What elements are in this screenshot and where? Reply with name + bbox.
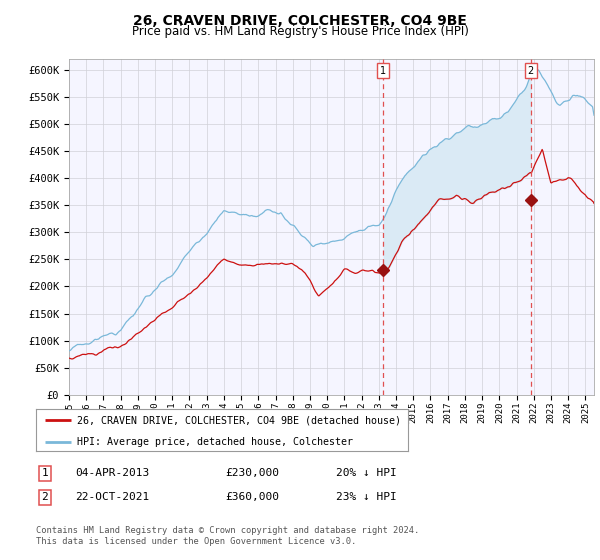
Text: 26, CRAVEN DRIVE, COLCHESTER, CO4 9BE: 26, CRAVEN DRIVE, COLCHESTER, CO4 9BE	[133, 14, 467, 28]
Text: £360,000: £360,000	[225, 492, 279, 502]
Text: 04-APR-2013: 04-APR-2013	[75, 468, 149, 478]
Text: HPI: Average price, detached house, Colchester: HPI: Average price, detached house, Colc…	[77, 437, 353, 446]
Text: Price paid vs. HM Land Registry's House Price Index (HPI): Price paid vs. HM Land Registry's House …	[131, 25, 469, 38]
Text: 1: 1	[380, 66, 386, 76]
Text: 2: 2	[41, 492, 49, 502]
Text: Contains HM Land Registry data © Crown copyright and database right 2024.
This d: Contains HM Land Registry data © Crown c…	[36, 526, 419, 546]
Text: 1: 1	[41, 468, 49, 478]
Text: 22-OCT-2021: 22-OCT-2021	[75, 492, 149, 502]
Text: £230,000: £230,000	[225, 468, 279, 478]
Text: 2: 2	[528, 66, 534, 76]
Text: 20% ↓ HPI: 20% ↓ HPI	[336, 468, 397, 478]
Text: 23% ↓ HPI: 23% ↓ HPI	[336, 492, 397, 502]
Text: 26, CRAVEN DRIVE, COLCHESTER, CO4 9BE (detached house): 26, CRAVEN DRIVE, COLCHESTER, CO4 9BE (d…	[77, 415, 401, 425]
